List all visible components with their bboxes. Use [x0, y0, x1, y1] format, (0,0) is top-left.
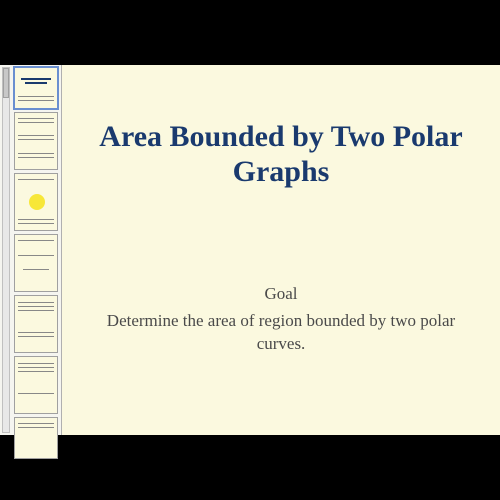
scrollbar-thumb[interactable] — [3, 68, 9, 98]
main-slide: Area Bounded by Two Polar Graphs Goal De… — [62, 65, 500, 435]
slide-thumbnail[interactable] — [14, 173, 58, 231]
slide-thumbnail[interactable] — [14, 234, 58, 292]
slide-thumbnail[interactable] — [14, 112, 58, 170]
thumbnail-panel — [0, 65, 62, 435]
goal-text: Determine the area of region bounded by … — [91, 310, 471, 356]
slide-title: Area Bounded by Two Polar Graphs — [82, 120, 480, 189]
slide-thumbnail[interactable] — [14, 295, 58, 353]
presentation-viewport: Area Bounded by Two Polar Graphs Goal De… — [0, 65, 500, 435]
slide-thumbnail[interactable] — [14, 417, 58, 459]
goal-label: Goal — [264, 284, 297, 304]
highlight-dot-icon — [29, 194, 45, 210]
thumbnail-list — [14, 67, 59, 433]
slide-thumbnail[interactable] — [14, 67, 58, 109]
thumbnail-scrollbar[interactable] — [2, 67, 10, 433]
slide-thumbnail[interactable] — [14, 356, 58, 414]
